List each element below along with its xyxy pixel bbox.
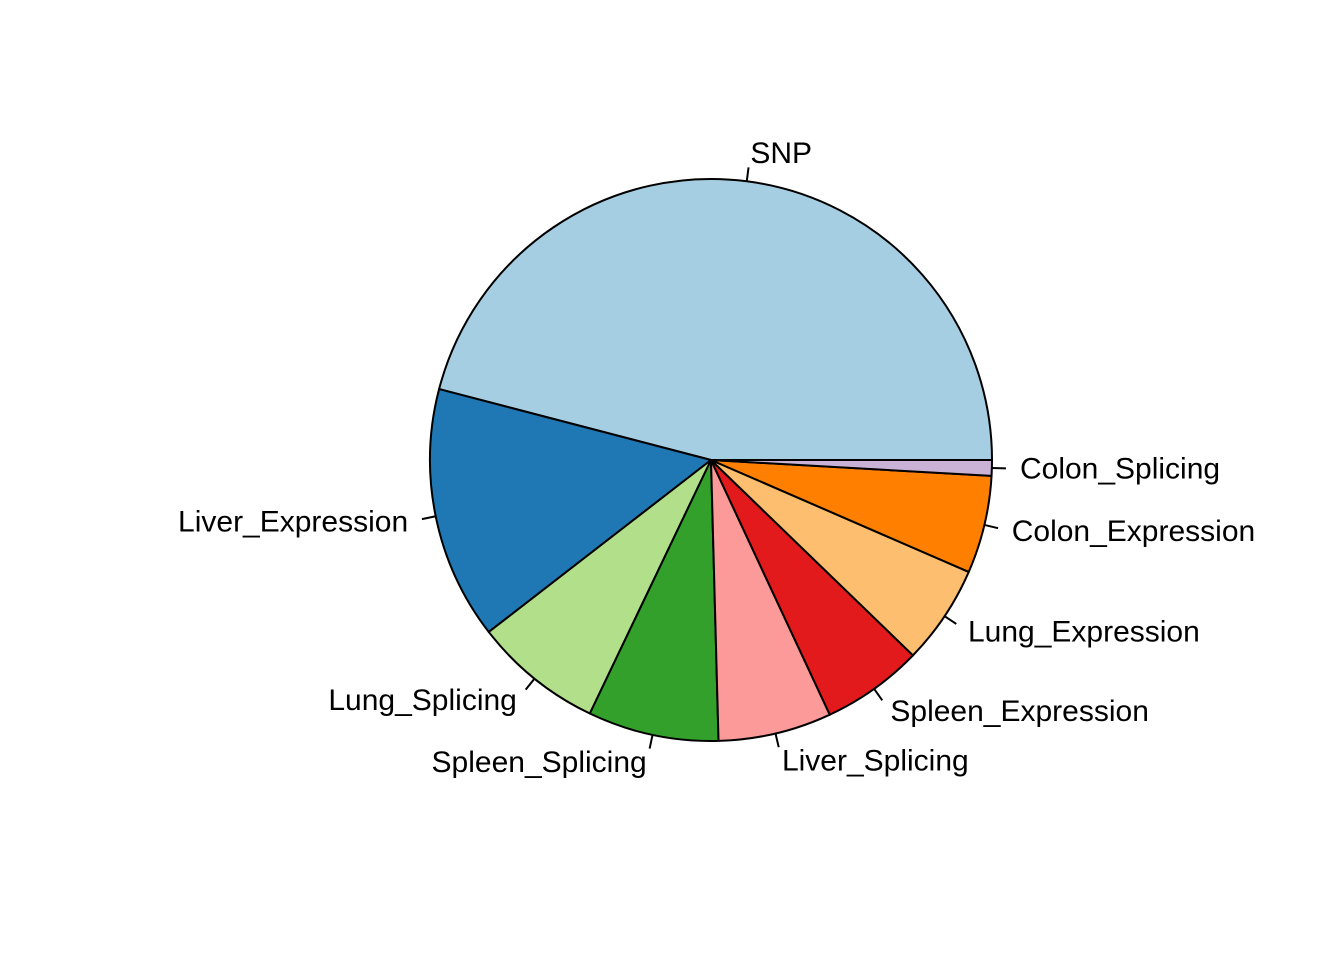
label-tick-liver-expression xyxy=(421,515,436,521)
pie-slices xyxy=(429,177,994,742)
pie-slice-liver-splicing xyxy=(710,459,831,742)
pie-slice-colon-splicing xyxy=(710,459,994,477)
pie-slice-lung-splicing xyxy=(487,459,712,715)
label-tick-spleen-expression xyxy=(873,688,884,701)
label-tick-colon-expression xyxy=(984,523,999,530)
slice-label-colon-expression: Colon_Expression xyxy=(1012,515,1255,548)
slice-label-lung-expression: Lung_Expression xyxy=(968,615,1200,648)
slice-label-snp: SNP xyxy=(750,137,812,170)
slice-label-lung-splicing: Lung_Splicing xyxy=(328,684,516,717)
label-tick-liver-splicing xyxy=(774,733,780,748)
slice-label-spleen-splicing: Spleen_Splicing xyxy=(432,746,647,779)
label-tick-spleen-splicing xyxy=(648,734,654,749)
label-ticks xyxy=(421,167,1006,749)
label-tick-lung-splicing xyxy=(524,678,536,691)
slice-label-liver-expression: Liver_Expression xyxy=(178,505,408,538)
slice-label-spleen-expression: Spleen_Expression xyxy=(890,695,1149,728)
pie-slice-snp xyxy=(438,177,993,461)
slice-label-colon-splicing: Colon_Splicing xyxy=(1020,452,1220,485)
label-tick-snp xyxy=(745,167,750,182)
pie-slice-liver-expression xyxy=(429,388,712,633)
label-tick-lung-expression xyxy=(944,615,957,625)
slice-labels: SNP Liver_Expression Lung_Splicing Spleen_S… xyxy=(178,137,1255,779)
slice-label-liver-splicing: Liver_Splicing xyxy=(782,744,969,777)
